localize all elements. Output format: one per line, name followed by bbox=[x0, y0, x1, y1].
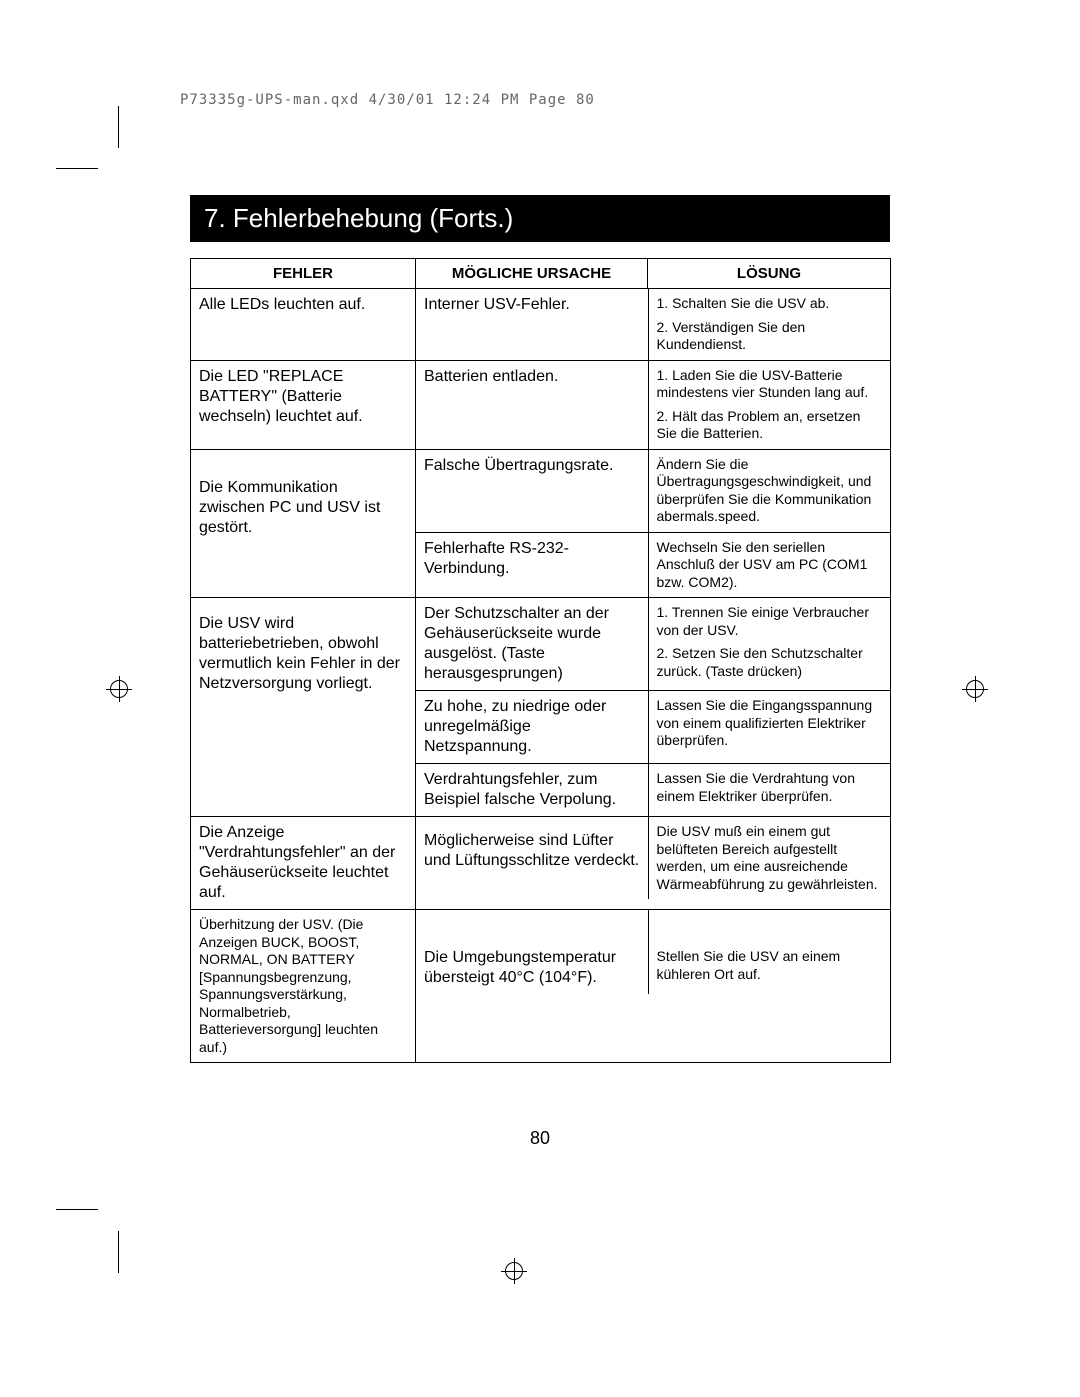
solution-item: Ändern Sie die Übertragungsgeschwindigke… bbox=[657, 456, 882, 526]
table-row: Alle LEDs leuchten auf.Interner USV-Fehl… bbox=[191, 289, 891, 361]
fehler-text: Die Kommunikation zwischen PC und USV is… bbox=[191, 450, 415, 544]
sub-row: Zu hohe, zu niedrige oder unregelmäßige … bbox=[416, 690, 890, 763]
cause-solution-cell: Der Schutzschalter an der Gehäuserücksei… bbox=[416, 598, 891, 817]
registration-mark-icon bbox=[106, 676, 132, 702]
solution-item: Stellen Sie die USV an einem kühleren Or… bbox=[657, 948, 882, 983]
sub-row: Möglicherweise sind Lüfter und Lüftungss… bbox=[416, 817, 890, 899]
cause-solution-cell: Möglicherweise sind Lüfter und Lüftungss… bbox=[416, 817, 891, 910]
solution-item: Wechseln Sie den seriellen Anschluß der … bbox=[657, 539, 882, 592]
cause-text: Interner USV-Fehler. bbox=[416, 289, 648, 360]
cause-solution-cell: Die Umgebungstemperatur übersteigt 40°C … bbox=[416, 910, 891, 1063]
sub-row: Batterien entladen. 1. Laden Sie die USV-… bbox=[416, 361, 890, 449]
solution-text: 1. Schalten Sie die USV ab. 2. Verständig… bbox=[648, 289, 890, 360]
cause-text: Möglicherweise sind Lüfter und Lüftungss… bbox=[416, 817, 648, 899]
fehler-text: Die USV wird batteriebetrieben, obwohl v… bbox=[191, 598, 415, 700]
fehler-cell: Überhitzung der USV. (Die Anzeigen BUCK,… bbox=[191, 910, 416, 1063]
solution-item: 2. Hält das Problem an, ersetzen Sie die… bbox=[657, 408, 882, 443]
sub-row: Fehlerhafte RS-232-Verbindung.Wechseln S… bbox=[416, 532, 890, 598]
crop-mark bbox=[118, 1231, 119, 1273]
registration-mark-icon bbox=[501, 1258, 527, 1284]
solution-item: Lassen Sie die Eingangsspannung von eine… bbox=[657, 697, 882, 750]
section-heading: 7. Fehlerbehebung (Forts.) bbox=[190, 195, 890, 242]
fehler-text: Alle LEDs leuchten auf. bbox=[191, 289, 415, 321]
fehler-cell: Die LED "REPLACE BATTERY" (Batterie wech… bbox=[191, 360, 416, 449]
cause-text: Fehlerhafte RS-232-Verbindung. bbox=[416, 533, 648, 598]
solution-item: 1. Schalten Sie die USV ab. bbox=[657, 295, 882, 313]
solution-item: 1. Laden Sie die USV-Batterie mindestens… bbox=[657, 367, 882, 402]
fehler-cell: Die Anzeige "Verdrahtungsfehler" an der … bbox=[191, 817, 416, 910]
fehler-cell: Die USV wird batteriebetrieben, obwohl v… bbox=[191, 598, 416, 817]
solution-text: Die USV muß ein einem gut belüfteten Ber… bbox=[648, 817, 890, 899]
table-row: Die LED "REPLACE BATTERY" (Batterie wech… bbox=[191, 360, 891, 449]
solution-text: 1. Laden Sie die USV-Batterie mindestens… bbox=[648, 361, 890, 449]
solution-item: Lassen Sie die Verdrahtung von einem Ele… bbox=[657, 770, 882, 805]
sub-row: Falsche Übertragungsrate.Ändern Sie die … bbox=[416, 450, 890, 532]
sub-row: Verdrahtungsfehler, zum Beispiel falsche… bbox=[416, 763, 890, 816]
solution-text: Lassen Sie die Verdrahtung von einem Ele… bbox=[648, 764, 890, 816]
solution-item: Die USV muß ein einem gut belüfteten Ber… bbox=[657, 823, 882, 893]
sub-row: Der Schutzschalter an der Gehäuserücksei… bbox=[416, 598, 890, 690]
sub-row: Interner USV-Fehler.1. Schalten Sie die … bbox=[416, 289, 890, 360]
fehler-text: Die Anzeige "Verdrahtungsfehler" an der … bbox=[191, 817, 415, 909]
header-cause: MÖGLICHE URSACHE bbox=[416, 259, 648, 289]
fehler-cell: Alle LEDs leuchten auf. bbox=[191, 289, 416, 361]
cause-text: Verdrahtungsfehler, zum Beispiel falsche… bbox=[416, 764, 648, 816]
cause-solution-cell: Falsche Übertragungsrate.Ändern Sie die … bbox=[416, 449, 891, 598]
fehler-text: Die LED "REPLACE BATTERY" (Batterie wech… bbox=[191, 361, 415, 433]
cause-text: Der Schutzschalter an der Gehäuserücksei… bbox=[416, 598, 648, 690]
solution-text: Stellen Sie die USV an einem kühleren Or… bbox=[648, 910, 890, 994]
solution-text: Wechseln Sie den seriellen Anschluß der … bbox=[648, 533, 890, 598]
table-row: Die Anzeige "Verdrahtungsfehler" an der … bbox=[191, 817, 891, 910]
cause-text: Falsche Übertragungsrate. bbox=[416, 450, 648, 532]
table-row: Die Kommunikation zwischen PC und USV is… bbox=[191, 449, 891, 598]
solution-item: 1. Trennen Sie einige Verbraucher von de… bbox=[657, 604, 882, 639]
page-number: 80 bbox=[0, 1128, 1080, 1149]
table-header-row: FEHLER MÖGLICHE URSACHE LÖSUNG bbox=[191, 259, 891, 289]
fehler-text: Überhitzung der USV. (Die Anzeigen BUCK,… bbox=[191, 910, 415, 1062]
solution-item: 2. Setzen Sie den Schutzschalter zurück.… bbox=[657, 645, 882, 680]
fehler-cell: Die Kommunikation zwischen PC und USV is… bbox=[191, 449, 416, 598]
crop-mark bbox=[118, 106, 119, 148]
solution-item: 2. Verständigen Sie den Kundendienst. bbox=[657, 319, 882, 354]
table-row: Die USV wird batteriebetrieben, obwohl v… bbox=[191, 598, 891, 817]
registration-mark-icon bbox=[962, 676, 988, 702]
troubleshooting-table: FEHLER MÖGLICHE URSACHE LÖSUNG Alle LEDs… bbox=[190, 258, 891, 1063]
cause-text: Die Umgebungstemperatur übersteigt 40°C … bbox=[416, 910, 648, 994]
crop-mark bbox=[56, 1209, 98, 1210]
solution-text: 1. Trennen Sie einige Verbraucher von de… bbox=[648, 598, 890, 690]
table-row: Überhitzung der USV. (Die Anzeigen BUCK,… bbox=[191, 910, 891, 1063]
solution-text: Lassen Sie die Eingangsspannung von eine… bbox=[648, 691, 890, 763]
cause-solution-cell: Interner USV-Fehler.1. Schalten Sie die … bbox=[416, 289, 891, 361]
cause-text: Batterien entladen. bbox=[416, 361, 648, 449]
sub-row: Die Umgebungstemperatur übersteigt 40°C … bbox=[416, 910, 890, 994]
header-solution: LÖSUNG bbox=[648, 259, 891, 289]
crop-mark bbox=[56, 168, 98, 169]
cause-solution-cell: Batterien entladen. 1. Laden Sie die USV-… bbox=[416, 360, 891, 449]
cause-text: Zu hohe, zu niedrige oder unregelmäßige … bbox=[416, 691, 648, 763]
print-header: P73335g-UPS-man.qxd 4/30/01 12:24 PM Pag… bbox=[180, 92, 595, 108]
header-fehler: FEHLER bbox=[191, 259, 416, 289]
solution-text: Ändern Sie die Übertragungsgeschwindigke… bbox=[648, 450, 890, 532]
